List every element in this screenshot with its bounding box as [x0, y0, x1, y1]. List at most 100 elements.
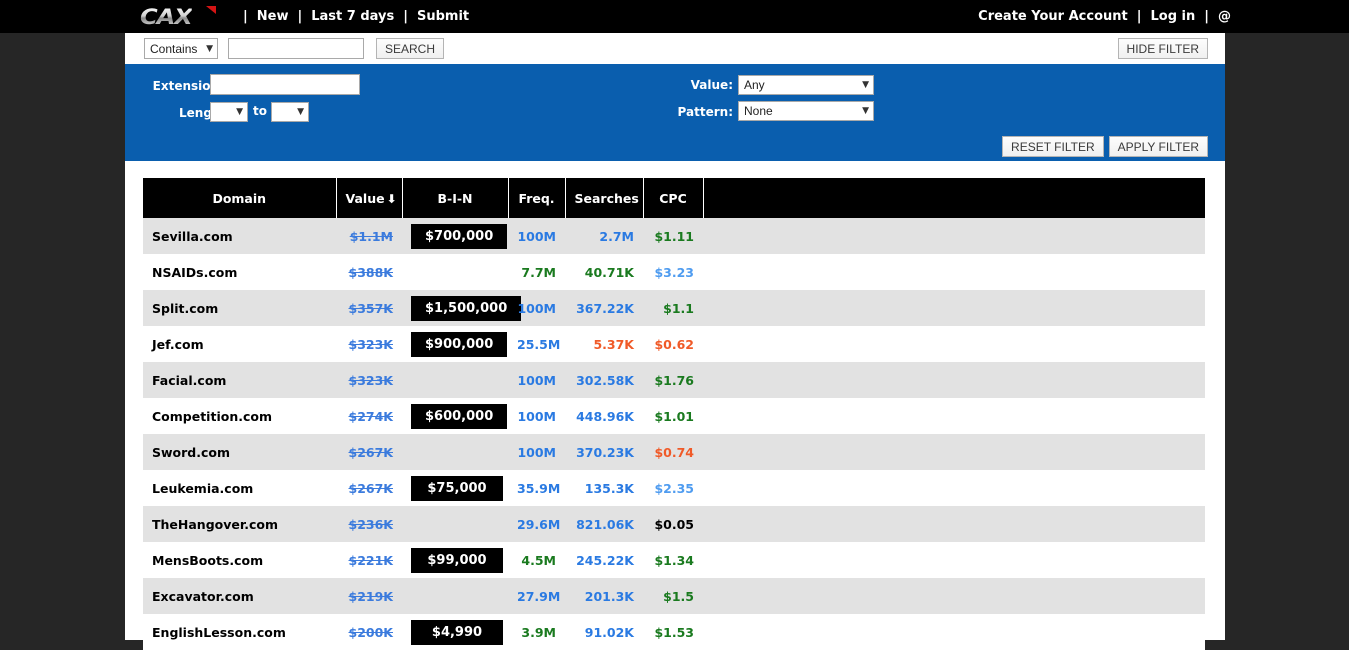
table-row[interactable]: MensBoots.com $221K $99,000 4.5M 245.22K $1.3…	[143, 542, 1205, 578]
value-filter-label: Value:	[690, 78, 733, 92]
value-strikethrough[interactable]: $1.1M	[349, 228, 393, 244]
column-header-value[interactable]: Value ⬇	[336, 178, 403, 218]
cell-domain[interactable]: Sword.com	[143, 434, 336, 470]
value-strikethrough[interactable]: $236K	[348, 516, 393, 532]
value-strikethrough[interactable]: $219K	[348, 588, 393, 604]
cell-searches: 370.23K	[565, 434, 643, 470]
table-body: Sevilla.com $1.1M $700,000 100M 2.7M $1.11 NSA…	[143, 218, 1205, 650]
bin-price-tag[interactable]: $700,000	[411, 223, 508, 249]
results-table-container: Domain Value ⬇ B-I-N Freq. Searches CPC S…	[143, 178, 1205, 650]
length-to-select-wrapper: ▼	[271, 101, 309, 122]
cell-domain[interactable]: EnglishLesson.com	[143, 614, 336, 650]
table-row[interactable]: TheHangover.com $236K 29.6M 821.06K $0.05	[143, 506, 1205, 542]
value-strikethrough[interactable]: $357K	[348, 300, 393, 316]
cell-searches: 367.22K	[565, 290, 643, 326]
cell-domain[interactable]: Sevilla.com	[143, 218, 336, 254]
cell-domain[interactable]: TheHangover.com	[143, 506, 336, 542]
cell-searches: 91.02K	[565, 614, 643, 650]
value-strikethrough[interactable]: $267K	[348, 480, 393, 496]
cell-cpc: $1.53	[643, 614, 703, 650]
value-filter-select[interactable]: Any	[738, 75, 874, 95]
search-mode-select-wrapper: Contains ▼	[144, 38, 218, 60]
cell-actions	[703, 470, 1205, 506]
nav-link-submit[interactable]: Submit	[416, 9, 470, 24]
apply-filter-button[interactable]: APPLY FILTER	[1108, 136, 1208, 157]
cell-value: $274K	[336, 398, 402, 434]
cell-domain[interactable]: Excavator.com	[143, 578, 336, 614]
cell-cpc: $0.05	[643, 506, 703, 542]
cell-searches: 135.3K	[565, 470, 643, 506]
value-strikethrough[interactable]: $323K	[348, 336, 393, 352]
reset-filter-button[interactable]: RESET FILTER	[1002, 136, 1104, 157]
cell-domain[interactable]: MensBoots.com	[143, 542, 336, 578]
table-row[interactable]: Competition.com $274K $600,000 100M 448.96K $…	[143, 398, 1205, 434]
table-row[interactable]: Facial.com $323K 100M 302.58K $1.76	[143, 362, 1205, 398]
table-row[interactable]: Sevilla.com $1.1M $700,000 100M 2.7M $1.11	[143, 218, 1205, 254]
cell-domain[interactable]: Facial.com	[143, 362, 336, 398]
column-header-freq[interactable]: Freq.	[508, 178, 566, 218]
length-to-select[interactable]	[271, 102, 309, 122]
nav-link-login[interactable]: Log in	[1150, 9, 1196, 24]
nav-link-last-7-days[interactable]: Last 7 days	[311, 9, 395, 24]
length-from-select[interactable]	[210, 102, 248, 122]
cell-domain[interactable]: Split.com	[143, 290, 336, 326]
value-strikethrough[interactable]: $323K	[348, 372, 393, 388]
cell-actions	[703, 254, 1205, 290]
search-input[interactable]	[228, 38, 364, 59]
pattern-filter-select-wrapper: None ▼	[738, 100, 874, 121]
nav-link-create-account[interactable]: Create Your Account	[978, 9, 1128, 24]
length-to-label: to	[253, 104, 267, 118]
table-row[interactable]: Leukemia.com $267K $75,000 35.9M 135.3K $2.35	[143, 470, 1205, 506]
value-strikethrough[interactable]: $200K	[348, 624, 393, 640]
table-row[interactable]: NSAIDs.com $388K 7.7M 40.71K $3.23	[143, 254, 1205, 290]
cell-domain[interactable]: Jef.com	[143, 326, 336, 362]
table-row[interactable]: Jef.com $323K $900,000 25.5M 5.37K $0.62	[143, 326, 1205, 362]
search-button[interactable]: SEARCH	[376, 38, 445, 59]
table-row[interactable]: Excavator.com $219K 27.9M 201.3K $1.5	[143, 578, 1205, 614]
cell-bin: $900,000	[402, 326, 508, 362]
table-header-row: Domain Value ⬇ B-I-N Freq. Searches CPC	[143, 178, 1205, 218]
cell-freq: 100M	[508, 398, 565, 434]
table-row[interactable]: Sword.com $267K 100M 370.23K $0.74	[143, 434, 1205, 470]
value-strikethrough[interactable]: $221K	[348, 552, 393, 568]
cell-domain[interactable]: Leukemia.com	[143, 470, 336, 506]
hide-filter-button[interactable]: HIDE FILTER	[1117, 38, 1208, 59]
cell-cpc: $1.5	[643, 578, 703, 614]
cell-value: $219K	[336, 578, 402, 614]
cell-domain[interactable]: NSAIDs.com	[143, 254, 336, 290]
cell-value: $267K	[336, 434, 402, 470]
cell-searches: 245.22K	[565, 542, 643, 578]
nav-right-group: Create Your Account | Log in | @	[978, 0, 1231, 33]
pattern-filter-select[interactable]: None	[738, 101, 874, 121]
cax-logo[interactable]: CAX	[140, 5, 220, 28]
table-row[interactable]: Split.com $357K $1,500,000 100M 367.22K $1.1	[143, 290, 1205, 326]
nav-link-email-icon[interactable]: @	[1218, 9, 1231, 24]
value-strikethrough[interactable]: $388K	[348, 264, 393, 280]
column-header-bin[interactable]: B-I-N	[402, 178, 509, 218]
sort-descending-icon: ⬇	[386, 191, 397, 206]
cell-actions	[703, 398, 1205, 434]
cell-domain[interactable]: Competition.com	[143, 398, 336, 434]
value-strikethrough[interactable]: $274K	[348, 408, 393, 424]
bin-price-tag[interactable]: $600,000	[411, 403, 508, 429]
bin-price-tag[interactable]: $75,000	[411, 475, 503, 501]
bin-price-tag[interactable]: $99,000	[411, 547, 503, 573]
column-header-searches[interactable]: Searches	[565, 178, 644, 218]
cell-value: $323K	[336, 362, 402, 398]
cell-bin	[402, 362, 508, 398]
bin-price-tag[interactable]: $900,000	[411, 331, 508, 357]
table-row[interactable]: EnglishLesson.com $200K $4,990 3.9M 91.02K $1…	[143, 614, 1205, 650]
cell-actions	[703, 506, 1205, 542]
nav-link-new[interactable]: New	[256, 9, 289, 24]
extensions-input[interactable]	[210, 74, 360, 95]
bin-price-tag[interactable]: $4,990	[411, 619, 503, 645]
bin-price-tag[interactable]: $1,500,000	[411, 295, 522, 321]
value-filter-select-wrapper: Any ▼	[738, 74, 874, 95]
column-header-domain[interactable]: Domain	[143, 178, 337, 218]
value-strikethrough[interactable]: $267K	[348, 444, 393, 460]
column-header-cpc[interactable]: CPC	[643, 178, 704, 218]
length-from-select-wrapper: ▼	[210, 101, 248, 122]
search-mode-select[interactable]: Contains	[144, 38, 218, 60]
cell-value: $221K	[336, 542, 402, 578]
cell-freq: 100M	[508, 434, 565, 470]
